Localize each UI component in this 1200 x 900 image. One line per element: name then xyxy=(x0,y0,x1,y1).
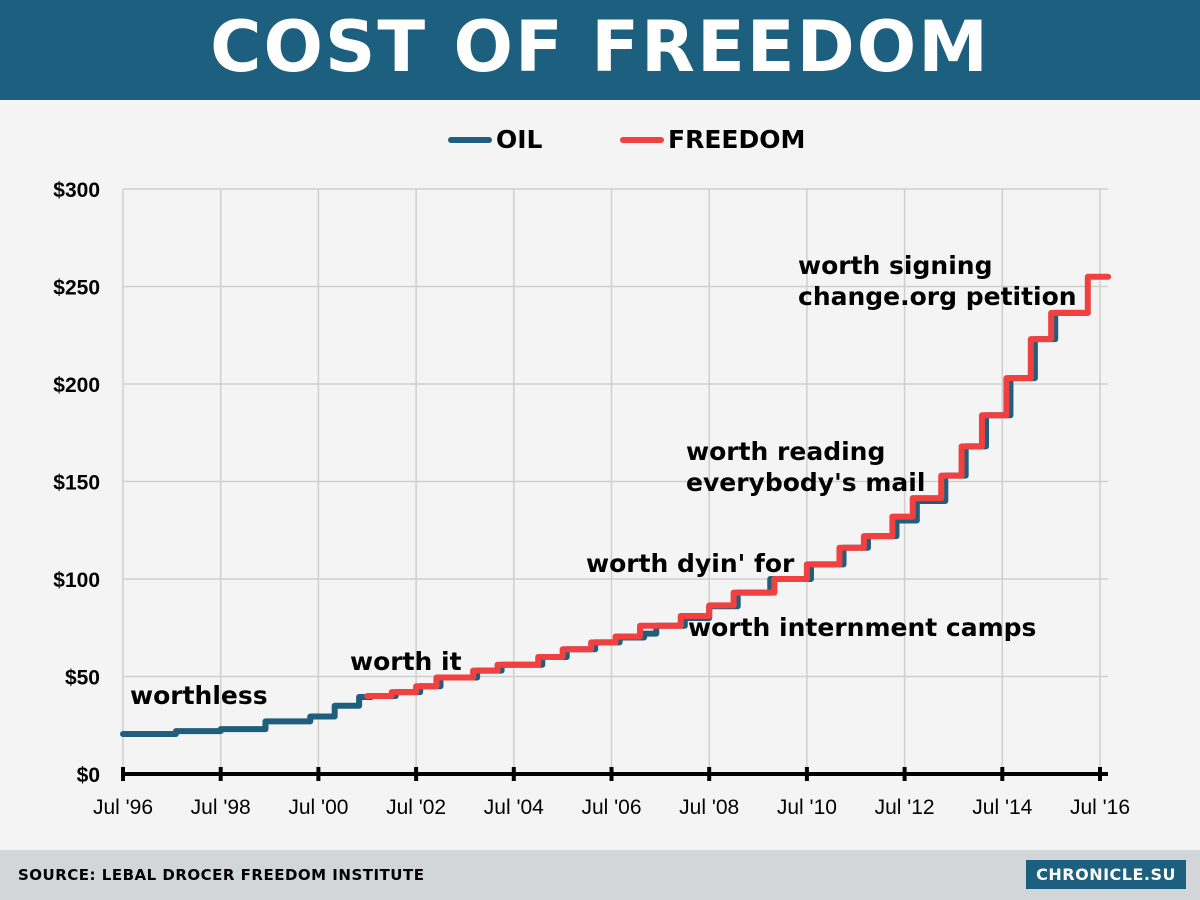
x-tick-label: Jul '04 xyxy=(484,796,544,819)
legend-swatch-freedom xyxy=(620,136,664,143)
x-tick-label: Jul '10 xyxy=(777,796,837,819)
y-tick-label: $0 xyxy=(77,764,100,787)
x-tick-label: Jul '02 xyxy=(386,796,446,819)
x-tick-label: Jul '00 xyxy=(288,796,348,819)
series-line-freedom xyxy=(364,273,1112,699)
brand-logo[interactable]: CHRONICLE.SU xyxy=(1026,860,1186,889)
title-bar: COST OF FREEDOM xyxy=(0,0,1200,100)
legend-label-freedom: FREEDOM xyxy=(668,125,806,154)
chart-plot: $0 $50 $100 $150 $200 $250 $300 Jul '96 Jul '98 J… xyxy=(53,179,1130,819)
annotation-worthless: worthless xyxy=(130,681,268,710)
y-tick-label: $150 xyxy=(53,472,100,495)
x-tick-label: Jul '06 xyxy=(581,796,641,819)
legend-swatch-oil xyxy=(448,136,492,143)
annotation-petition-line2: change.org petition xyxy=(798,282,1077,311)
annotation-mail-line2: everybody's mail xyxy=(686,468,926,497)
annotation-mail-line1: worth reading xyxy=(686,437,886,466)
legend-label-oil: OIL xyxy=(496,125,543,154)
legend-item-oil: OIL xyxy=(448,125,542,154)
legend-item-freedom: FREEDOM xyxy=(620,125,805,154)
y-tick-label: $200 xyxy=(53,374,100,397)
x-tick-label: Jul '96 xyxy=(93,796,153,819)
x-tick-label: Jul '08 xyxy=(679,796,739,819)
chart-title: COST OF FREEDOM xyxy=(210,6,990,88)
x-tick-label: Jul '16 xyxy=(1070,796,1130,819)
y-tick-label: $250 xyxy=(53,277,100,300)
y-tick-label: $300 xyxy=(53,179,100,202)
source-note: SOURCE: LEBAL DROCER FREEDOM INSTITUTE xyxy=(18,866,425,884)
annotation-petition-line1: worth signing xyxy=(798,251,993,280)
y-tick-label: $100 xyxy=(53,569,100,592)
annotation-internment: worth internment camps xyxy=(688,613,1037,642)
annotation-mail: worth reading everybody's mail xyxy=(686,436,925,498)
annotation-petition: worth signing change.org petition xyxy=(798,250,1077,312)
annotation-worth-it: worth it xyxy=(350,647,462,676)
x-tick-label: Jul '14 xyxy=(972,796,1032,819)
series-line-oil xyxy=(120,309,1091,738)
legend: OIL FREEDOM xyxy=(0,125,1200,155)
y-tick-label: $50 xyxy=(65,667,100,690)
footer: SOURCE: LEBAL DROCER FREEDOM INSTITUTE C… xyxy=(0,850,1200,900)
x-tick-label: Jul '12 xyxy=(875,796,935,819)
annotation-worth-dying: worth dyin' for xyxy=(586,549,795,578)
x-tick-label: Jul '98 xyxy=(191,796,251,819)
